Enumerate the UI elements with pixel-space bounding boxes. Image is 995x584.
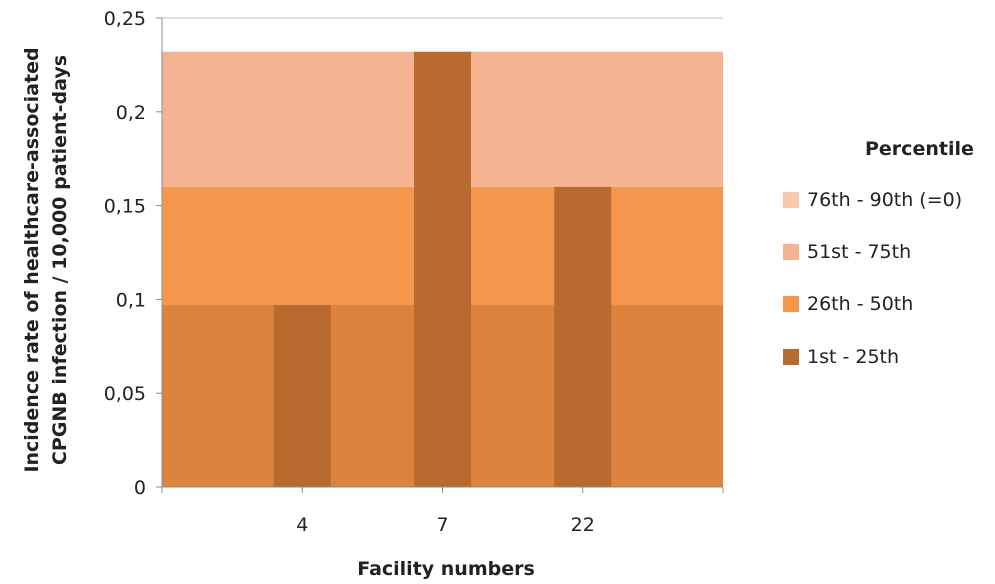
x-tick-label: 7	[436, 514, 448, 536]
x-ticks: 4 7 22	[161, 487, 724, 536]
y-axis-title-line-2: CPGNB infection / 10,000 patient-days	[49, 55, 71, 465]
legend-label: 26th - 50th	[807, 293, 914, 315]
bars	[273, 51, 612, 487]
y-axis-title-line-1: Incidence rate of healthcare-associated	[21, 47, 43, 472]
legend-title: Percentile	[865, 138, 974, 160]
y-tick-label: 0,15	[104, 196, 146, 218]
legend-swatch	[783, 244, 799, 260]
x-axis-title: Facility numbers	[357, 558, 535, 580]
legend-swatch	[783, 192, 799, 208]
legend-item: 51st - 75th	[783, 240, 911, 264]
y-ticks: 0 0,05 0,1 0,15 0,2 0,25	[104, 8, 723, 499]
y-tick-label: 0,2	[116, 102, 146, 124]
legend-item: 26th - 50th	[783, 292, 913, 316]
bar	[414, 51, 471, 487]
legend-swatch	[783, 296, 799, 312]
bar	[273, 305, 331, 487]
y-tick-label: 0,25	[104, 8, 146, 30]
x-tick-label: 4	[296, 514, 308, 536]
legend-label: 51st - 75th	[807, 241, 912, 263]
legend-label: 76th - 90th (=0)	[807, 189, 963, 211]
legend-swatch	[783, 349, 799, 365]
legend-item: 76th - 90th (=0)	[783, 188, 962, 212]
x-tick-label: 22	[571, 514, 595, 536]
y-tick-label: 0,1	[116, 289, 146, 311]
y-tick-label: 0	[134, 477, 146, 499]
legend-label: 1st - 25th	[807, 346, 900, 368]
legend-item: 1st - 25th	[783, 345, 899, 369]
y-tick-label: 0,05	[104, 383, 146, 405]
bar	[554, 186, 612, 487]
y-axis-title: Incidence rate of healthcare-associated …	[21, 47, 71, 472]
